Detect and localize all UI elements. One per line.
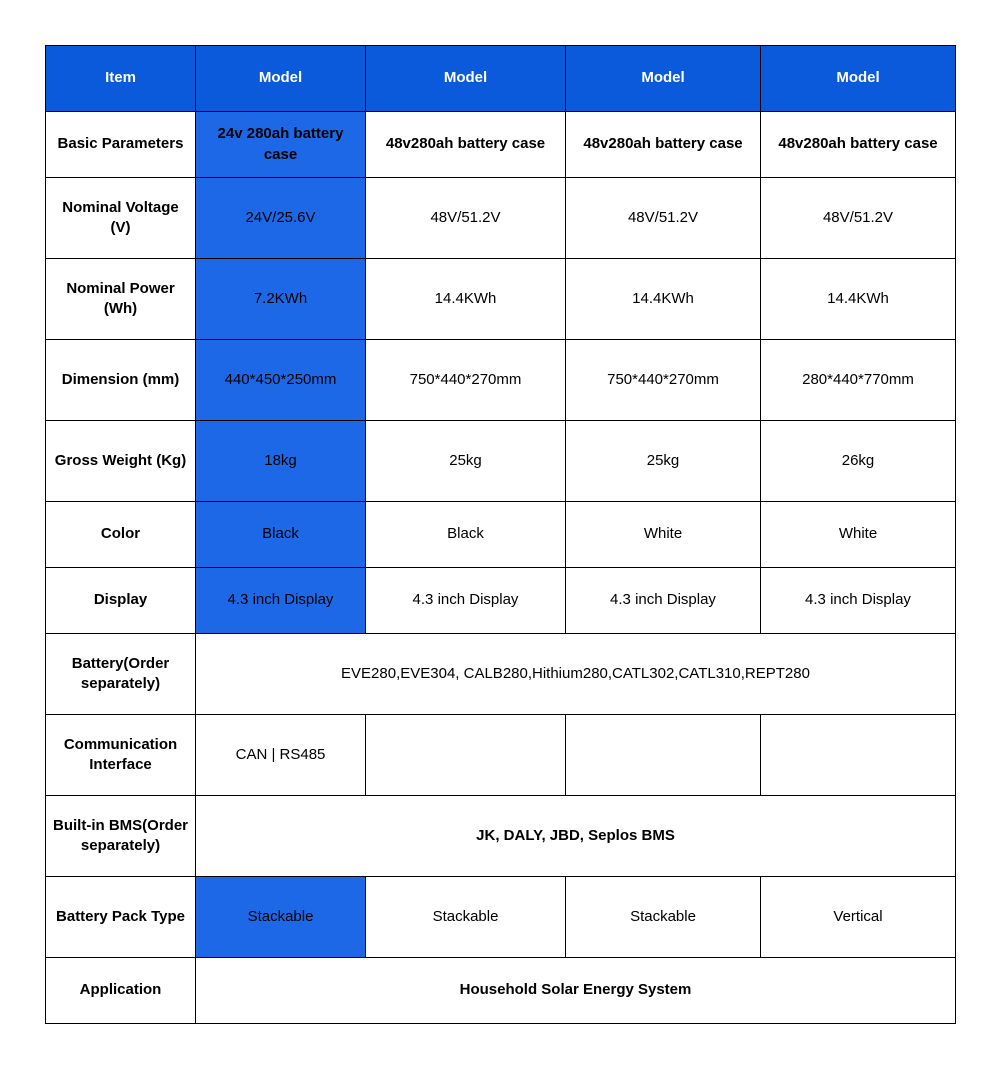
col-model-3: Model bbox=[566, 46, 761, 112]
cell: 48v280ah battery case bbox=[566, 112, 761, 178]
row-label: Nominal Power (Wh) bbox=[46, 259, 196, 340]
cell: Black bbox=[196, 502, 366, 568]
cell: 4.3 inch Display bbox=[366, 568, 566, 634]
cell: 4.3 inch Display bbox=[566, 568, 761, 634]
cell: 48v280ah battery case bbox=[761, 112, 956, 178]
row-battery-order: Battery(Order separately) EVE280,EVE304,… bbox=[46, 634, 956, 715]
cell: Black bbox=[366, 502, 566, 568]
row-color: Color Black Black White White bbox=[46, 502, 956, 568]
cell: 48V/51.2V bbox=[366, 178, 566, 259]
row-label: Basic Parameters bbox=[46, 112, 196, 178]
col-model-2: Model bbox=[366, 46, 566, 112]
cell: 48V/51.2V bbox=[566, 178, 761, 259]
cell: 280*440*770mm bbox=[761, 340, 956, 421]
row-label: Color bbox=[46, 502, 196, 568]
cell: 25kg bbox=[566, 421, 761, 502]
cell: 4.3 inch Display bbox=[761, 568, 956, 634]
row-basic-parameters: Basic Parameters 24v 280ah battery case … bbox=[46, 112, 956, 178]
cell: 48V/51.2V bbox=[761, 178, 956, 259]
cell: Vertical bbox=[761, 877, 956, 958]
cell: 18kg bbox=[196, 421, 366, 502]
cell: Stackable bbox=[566, 877, 761, 958]
cell: 440*450*250mm bbox=[196, 340, 366, 421]
cell: 25kg bbox=[366, 421, 566, 502]
cell: CAN | RS485 bbox=[196, 715, 366, 796]
row-display: Display 4.3 inch Display 4.3 inch Displa… bbox=[46, 568, 956, 634]
table-header-row: Item Model Model Model Model bbox=[46, 46, 956, 112]
row-comm-interface: Communication Interface CAN | RS485 bbox=[46, 715, 956, 796]
row-gross-weight: Gross Weight (Kg) 18kg 25kg 25kg 26kg bbox=[46, 421, 956, 502]
row-label: Communication Interface bbox=[46, 715, 196, 796]
row-dimension: Dimension (mm) 440*450*250mm 750*440*270… bbox=[46, 340, 956, 421]
cell: White bbox=[566, 502, 761, 568]
cell: 7.2KWh bbox=[196, 259, 366, 340]
row-label: Built-in BMS(Order separately) bbox=[46, 796, 196, 877]
cell: 24V/25.6V bbox=[196, 178, 366, 259]
cell: White bbox=[761, 502, 956, 568]
row-nominal-voltage: Nominal Voltage (V) 24V/25.6V 48V/51.2V … bbox=[46, 178, 956, 259]
cell: 24v 280ah battery case bbox=[196, 112, 366, 178]
cell: Stackable bbox=[196, 877, 366, 958]
row-application: Application Household Solar Energy Syste… bbox=[46, 958, 956, 1024]
cell-span: EVE280,EVE304, CALB280,Hithium280,CATL30… bbox=[196, 634, 956, 715]
col-item: Item bbox=[46, 46, 196, 112]
cell: 750*440*270mm bbox=[366, 340, 566, 421]
cell: 14.4KWh bbox=[761, 259, 956, 340]
cell: 14.4KWh bbox=[566, 259, 761, 340]
cell: 26kg bbox=[761, 421, 956, 502]
col-model-1: Model bbox=[196, 46, 366, 112]
cell-span: JK, DALY, JBD, Seplos BMS bbox=[196, 796, 956, 877]
cell bbox=[366, 715, 566, 796]
cell bbox=[761, 715, 956, 796]
row-label: Display bbox=[46, 568, 196, 634]
row-label: Battery Pack Type bbox=[46, 877, 196, 958]
col-model-4: Model bbox=[761, 46, 956, 112]
cell-span: Household Solar Energy System bbox=[196, 958, 956, 1024]
cell: 48v280ah battery case bbox=[366, 112, 566, 178]
row-bms: Built-in BMS(Order separately) JK, DALY,… bbox=[46, 796, 956, 877]
row-nominal-power: Nominal Power (Wh) 7.2KWh 14.4KWh 14.4KW… bbox=[46, 259, 956, 340]
row-label: Battery(Order separately) bbox=[46, 634, 196, 715]
row-label: Dimension (mm) bbox=[46, 340, 196, 421]
cell: 14.4KWh bbox=[366, 259, 566, 340]
cell: 4.3 inch Display bbox=[196, 568, 366, 634]
cell: 750*440*270mm bbox=[566, 340, 761, 421]
spec-table: Item Model Model Model Model Basic Param… bbox=[45, 45, 956, 1024]
row-label: Application bbox=[46, 958, 196, 1024]
cell: Stackable bbox=[366, 877, 566, 958]
row-pack-type: Battery Pack Type Stackable Stackable St… bbox=[46, 877, 956, 958]
row-label: Nominal Voltage (V) bbox=[46, 178, 196, 259]
cell bbox=[566, 715, 761, 796]
row-label: Gross Weight (Kg) bbox=[46, 421, 196, 502]
